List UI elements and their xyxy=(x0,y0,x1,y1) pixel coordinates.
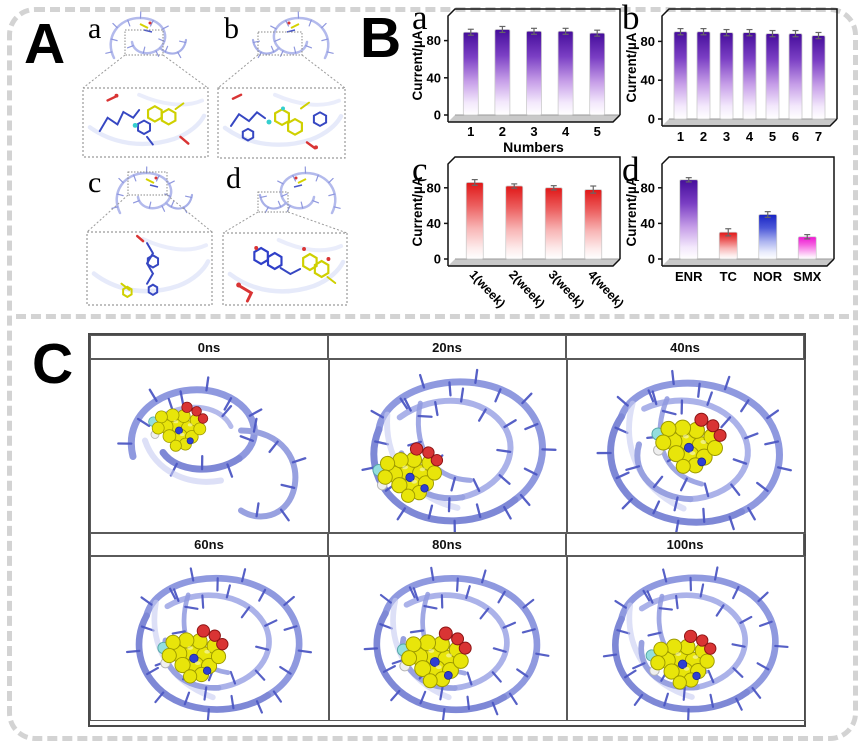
md-frame-render-60ns xyxy=(90,556,330,721)
panel-a-label: A xyxy=(24,12,66,76)
chart-repeatability: b 0 40 80 Current/µA 1 2 3 4 5 6 7 xyxy=(618,0,858,160)
svg-text:4: 4 xyxy=(562,124,570,139)
svg-text:TC: TC xyxy=(720,269,738,284)
svg-text:3: 3 xyxy=(723,129,730,144)
panel-divider xyxy=(16,314,849,319)
md-frame-render-40ns xyxy=(566,359,806,534)
svg-text:Current/µA: Current/µA xyxy=(624,32,639,102)
svg-text:5: 5 xyxy=(594,124,601,139)
svg-text:80: 80 xyxy=(641,180,655,195)
docking-render-a xyxy=(82,11,209,158)
svg-text:0: 0 xyxy=(648,252,655,267)
svg-text:SMX: SMX xyxy=(793,269,822,284)
svg-text:3(week): 3(week) xyxy=(546,267,588,310)
svg-text:1: 1 xyxy=(677,129,684,144)
chart-d-label: d xyxy=(622,150,640,189)
svg-text:6: 6 xyxy=(792,129,799,144)
docking-a-label: a xyxy=(88,12,102,45)
chart-stability: c 0 40 80 Current/µA 1(week) 2(week) 3(week) 4(… xyxy=(408,152,640,320)
svg-text:40: 40 xyxy=(641,216,655,231)
svg-text:7: 7 xyxy=(815,129,822,144)
bar-chart-c: 04080Current/µA1(week)2(week)3(week)4(we… xyxy=(410,156,627,311)
svg-text:0: 0 xyxy=(434,108,441,123)
frame-header-0ns: 0ns xyxy=(90,335,328,359)
svg-text:NOR: NOR xyxy=(753,269,783,284)
chart-reproducibility: a 0 40 80 Current/µA 1 2 3 4 5 Numbers xyxy=(408,0,640,158)
chart-b-label: b xyxy=(622,0,640,37)
svg-text:40: 40 xyxy=(427,216,441,231)
svg-text:Current/µA: Current/µA xyxy=(410,176,425,246)
svg-text:1(week): 1(week) xyxy=(467,267,509,310)
chart-a-label: a xyxy=(412,0,428,37)
svg-text:4: 4 xyxy=(746,129,754,144)
frame-header-60ns: 60ns xyxy=(90,532,328,556)
frame-header-40ns: 40ns xyxy=(566,335,804,359)
svg-text:80: 80 xyxy=(641,34,655,49)
svg-text:2: 2 xyxy=(499,124,506,139)
svg-text:2: 2 xyxy=(700,129,707,144)
svg-text:80: 80 xyxy=(427,180,441,195)
md-frame-render-100ns xyxy=(566,556,806,721)
docking-c-label: c xyxy=(88,166,102,199)
chart-c-label: c xyxy=(412,150,428,189)
svg-text:3: 3 xyxy=(530,124,537,139)
svg-text:Numbers: Numbers xyxy=(503,139,564,155)
docking-d-label: d xyxy=(226,162,241,195)
svg-text:Current/µA: Current/µA xyxy=(410,30,425,100)
docking-render-d xyxy=(222,166,348,306)
svg-text:5: 5 xyxy=(769,129,776,144)
md-simulation-table: 0ns 20ns 40ns 60ns 80ns 100ns xyxy=(88,333,806,727)
svg-text:1: 1 xyxy=(467,124,474,139)
outer-dashed-border xyxy=(7,7,858,741)
docking-render-b xyxy=(217,11,346,159)
panel-c-label: C xyxy=(32,332,74,396)
docking-render-c xyxy=(86,166,213,306)
docking-b-label: b xyxy=(224,12,239,45)
frame-header-80ns: 80ns xyxy=(328,532,566,556)
md-frame-render-0ns xyxy=(90,359,330,534)
svg-text:40: 40 xyxy=(641,73,655,88)
svg-text:40: 40 xyxy=(427,70,441,85)
frame-header-100ns: 100ns xyxy=(566,532,804,556)
chart-selectivity: d 0 40 80 Current/µA ENR TC NOR SMX xyxy=(618,152,858,320)
md-frame-render-20ns xyxy=(328,359,568,534)
svg-text:ENR: ENR xyxy=(675,269,703,284)
svg-text:2(week): 2(week) xyxy=(506,267,548,310)
svg-text:0: 0 xyxy=(434,252,441,267)
frame-header-20ns: 20ns xyxy=(328,335,566,359)
svg-text:0: 0 xyxy=(648,112,655,127)
svg-text:80: 80 xyxy=(427,33,441,48)
panel-b-label: B xyxy=(360,6,402,70)
md-frame-render-80ns xyxy=(328,556,568,721)
svg-text:Current/µA: Current/µA xyxy=(624,176,639,246)
